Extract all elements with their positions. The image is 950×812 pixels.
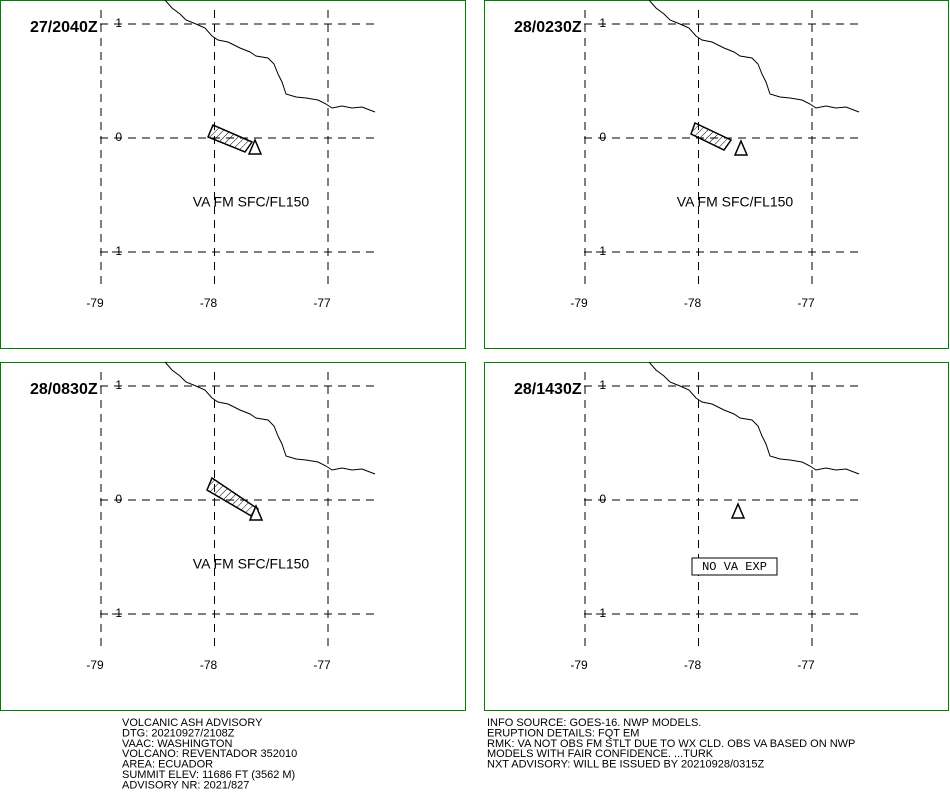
label-box [691, 557, 778, 576]
latitude-label: -1 [595, 606, 606, 620]
panel-border [484, 362, 949, 711]
longitude-label: -79 [570, 296, 588, 310]
coastline [164, 0, 376, 113]
advisory-line: VOLCANO: REVENTADOR 352010 [122, 748, 297, 760]
latitude-label: 0 [599, 492, 606, 506]
coastline [164, 361, 376, 475]
volcano-symbol [247, 138, 263, 155]
panel-border [484, 0, 949, 349]
advisory-line: NXT ADVISORY: WILL BE ISSUED BY 20210928… [487, 759, 764, 771]
latitude-label: -1 [595, 244, 606, 258]
latitude-label: 0 [115, 492, 122, 506]
advisory-line: RMK: VA NOT OBS FM STLT DUE TO WX CLD. O… [487, 738, 855, 750]
ash-area [207, 124, 254, 153]
coastline [648, 361, 860, 475]
map-panel: -79 -78 -77 1 0 -1 28/0830Z VA FM SFC/FL150 [0, 361, 466, 711]
latitude-label: 1 [599, 16, 606, 30]
valid-time: 27/2040Z [30, 19, 98, 36]
longitude-label: -79 [86, 658, 104, 672]
advisory-line: SUMMIT ELEV: 11686 FT (3562 M) [122, 769, 295, 781]
longitude-label: -79 [570, 658, 588, 672]
advisory-line: VOLCANIC ASH ADVISORY [122, 717, 263, 729]
ash-label: VA FM SFC/FL150 [193, 556, 310, 572]
volcano-symbol [730, 502, 746, 519]
panel-border [0, 362, 466, 711]
longitude-label: -78 [200, 296, 218, 310]
panel-border [0, 0, 466, 349]
valid-time: 28/1430Z [514, 381, 582, 398]
latitude-label: -1 [111, 244, 122, 258]
longitude-label: -78 [684, 658, 702, 672]
advisory-line: MODELS WITH FAIR CONFIDENCE. ...TURK [487, 748, 714, 760]
volcano-symbol [248, 504, 264, 521]
ash-area [690, 121, 733, 151]
advisory-line: ERUPTION DETAILS: FQT EM [487, 727, 639, 739]
longitude-label: -79 [86, 296, 104, 310]
valid-time: 28/0830Z [30, 381, 98, 398]
ash-label: VA FM SFC/FL150 [677, 194, 794, 210]
advisory-line: VAAC: WASHINGTON [122, 738, 232, 750]
latitude-label: 1 [115, 378, 122, 392]
advisory-line: INFO SOURCE: GOES-16. NWP MODELS. [487, 717, 701, 729]
map-panel: -79 -78 -77 1 0 -1 27/2040Z VA FM SFC/FL150 [0, 0, 466, 349]
ash-area [206, 476, 260, 519]
latitude-label: 1 [599, 378, 606, 392]
ash-label: VA FM SFC/FL150 [193, 194, 310, 210]
map-panel: -79 -78 -77 1 0 -1 28/1430Z NO VA EXP [484, 361, 949, 711]
advisory-line: AREA: ECUADOR [122, 759, 213, 771]
valid-time: 28/0230Z [514, 19, 582, 36]
map-panel: -79 -78 -77 1 0 -1 28/0230Z VA FM SFC/FL150 [484, 0, 949, 349]
latitude-label: -1 [111, 606, 122, 620]
longitude-label: -77 [313, 296, 331, 310]
longitude-label: -77 [313, 658, 331, 672]
longitude-label: -77 [797, 658, 815, 672]
advisory-line: DTG: 20210927/2108Z [122, 727, 235, 739]
longitude-label: -78 [684, 296, 702, 310]
latitude-label: 1 [115, 16, 122, 30]
latitude-label: 0 [599, 130, 606, 144]
longitude-label: -78 [200, 658, 218, 672]
advisory-line: ADVISORY NR: 2021/827 [122, 779, 249, 791]
ash-label: NO VA EXP [702, 560, 767, 574]
volcano-symbol [733, 139, 749, 156]
coastline [648, 0, 860, 113]
latitude-label: 0 [115, 130, 122, 144]
longitude-label: -77 [797, 296, 815, 310]
